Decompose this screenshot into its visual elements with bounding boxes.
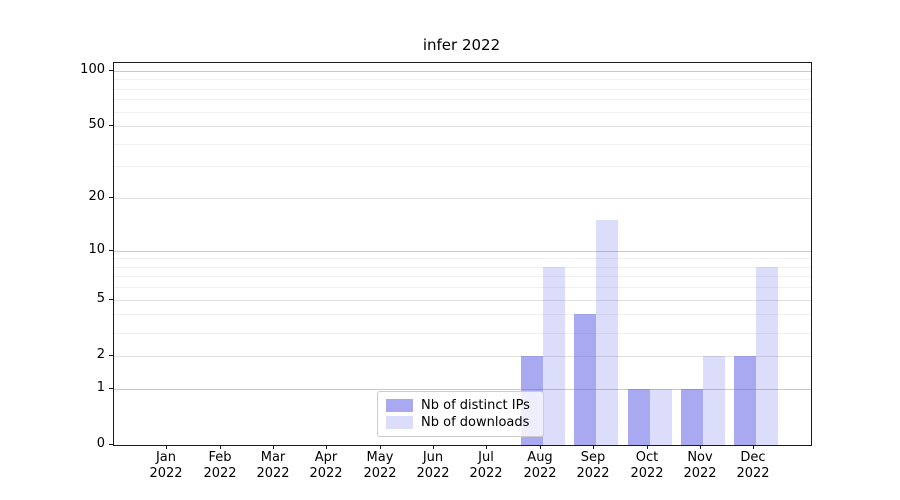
gridline-y-3 <box>114 333 811 334</box>
legend-row-downloads: Nb of downloads <box>386 415 535 430</box>
gridline-y-20 <box>114 198 811 199</box>
x-tick-mark-nov <box>700 445 701 449</box>
y-tick-label-50: 50 <box>88 117 105 132</box>
legend: Nb of distinct IPs Nb of downloads <box>377 391 544 437</box>
legend-swatch-downloads <box>386 416 413 429</box>
gridline-y-100 <box>114 71 811 72</box>
y-tick-mark-20 <box>109 197 113 198</box>
y-tick-mark-10 <box>109 250 113 251</box>
legend-row-distinct-ips: Nb of distinct IPs <box>386 398 535 413</box>
legend-label-downloads: Nb of downloads <box>421 415 530 430</box>
x-tick-mark-jun <box>433 445 434 449</box>
bar-ips-sep <box>574 314 596 445</box>
x-tick-label-feb: Feb 2022 <box>203 450 237 481</box>
x-tick-label-jul: Jul 2022 <box>469 450 503 481</box>
bar-downloads-sep <box>596 220 618 445</box>
bar-ips-nov <box>681 389 703 445</box>
x-tick-mark-may <box>380 445 381 449</box>
gridline-y-4 <box>114 314 811 315</box>
x-tick-label-mar: Mar 2022 <box>256 450 290 481</box>
y-tick-mark-2 <box>109 355 113 356</box>
x-tick-mark-feb <box>220 445 221 449</box>
bar-downloads-dec <box>756 267 778 445</box>
x-tick-mark-sep <box>593 445 594 449</box>
x-tick-mark-jul <box>486 445 487 449</box>
x-tick-label-dec: Dec 2022 <box>736 450 770 481</box>
x-tick-label-may: May 2022 <box>363 450 397 481</box>
x-tick-label-jun: Jun 2022 <box>416 450 450 481</box>
y-tick-label-5: 5 <box>96 291 105 306</box>
x-tick-label-sep: Sep 2022 <box>576 450 610 481</box>
gridline-y-5 <box>114 300 811 301</box>
x-tick-label-aug: Aug 2022 <box>523 450 557 481</box>
y-tick-label-20: 20 <box>88 189 105 204</box>
x-tick-mark-mar <box>273 445 274 449</box>
legend-swatch-distinct-ips <box>386 399 413 412</box>
gridline-y-6 <box>114 287 811 288</box>
y-tick-mark-0 <box>109 444 113 445</box>
x-tick-mark-dec <box>753 445 754 449</box>
x-tick-mark-jan <box>166 445 167 449</box>
y-tick-label-0: 0 <box>96 436 105 451</box>
bar-downloads-nov <box>703 356 725 445</box>
x-tick-label-oct: Oct 2022 <box>630 450 664 481</box>
y-tick-label-1: 1 <box>96 380 105 395</box>
gridline-y-50 <box>114 126 811 127</box>
y-tick-label-100: 100 <box>80 62 105 77</box>
y-tick-mark-1 <box>109 388 113 389</box>
gridline-y-2 <box>114 356 811 357</box>
gridline-y-8 <box>114 267 811 268</box>
gridline-y-40 <box>114 144 811 145</box>
y-tick-label-10: 10 <box>88 242 105 257</box>
y-tick-mark-50 <box>109 125 113 126</box>
bar-downloads-aug <box>543 267 565 445</box>
gridline-y-10 <box>114 251 811 252</box>
bar-downloads-oct <box>650 389 672 445</box>
gridline-y-9 <box>114 258 811 259</box>
chart-title: infer 2022 <box>422 36 501 54</box>
plot-area <box>113 62 812 446</box>
gridline-y-60 <box>114 112 811 113</box>
gridline-y-90 <box>114 79 811 80</box>
legend-label-distinct-ips: Nb of distinct IPs <box>421 398 530 413</box>
gridline-y-80 <box>114 89 811 90</box>
x-tick-mark-oct <box>647 445 648 449</box>
x-tick-mark-aug <box>540 445 541 449</box>
gridline-y-1 <box>114 389 811 390</box>
gridline-y-7 <box>114 276 811 277</box>
bar-ips-dec <box>734 356 756 445</box>
x-tick-label-jan: Jan 2022 <box>149 450 183 481</box>
gridline-y-70 <box>114 99 811 100</box>
bar-ips-oct <box>628 389 650 445</box>
y-tick-mark-5 <box>109 299 113 300</box>
y-tick-mark-100 <box>109 70 113 71</box>
y-tick-label-2: 2 <box>96 347 105 362</box>
x-tick-label-nov: Nov 2022 <box>683 450 717 481</box>
gridline-y-30 <box>114 166 811 167</box>
x-tick-mark-apr <box>326 445 327 449</box>
x-tick-label-apr: Apr 2022 <box>309 450 343 481</box>
